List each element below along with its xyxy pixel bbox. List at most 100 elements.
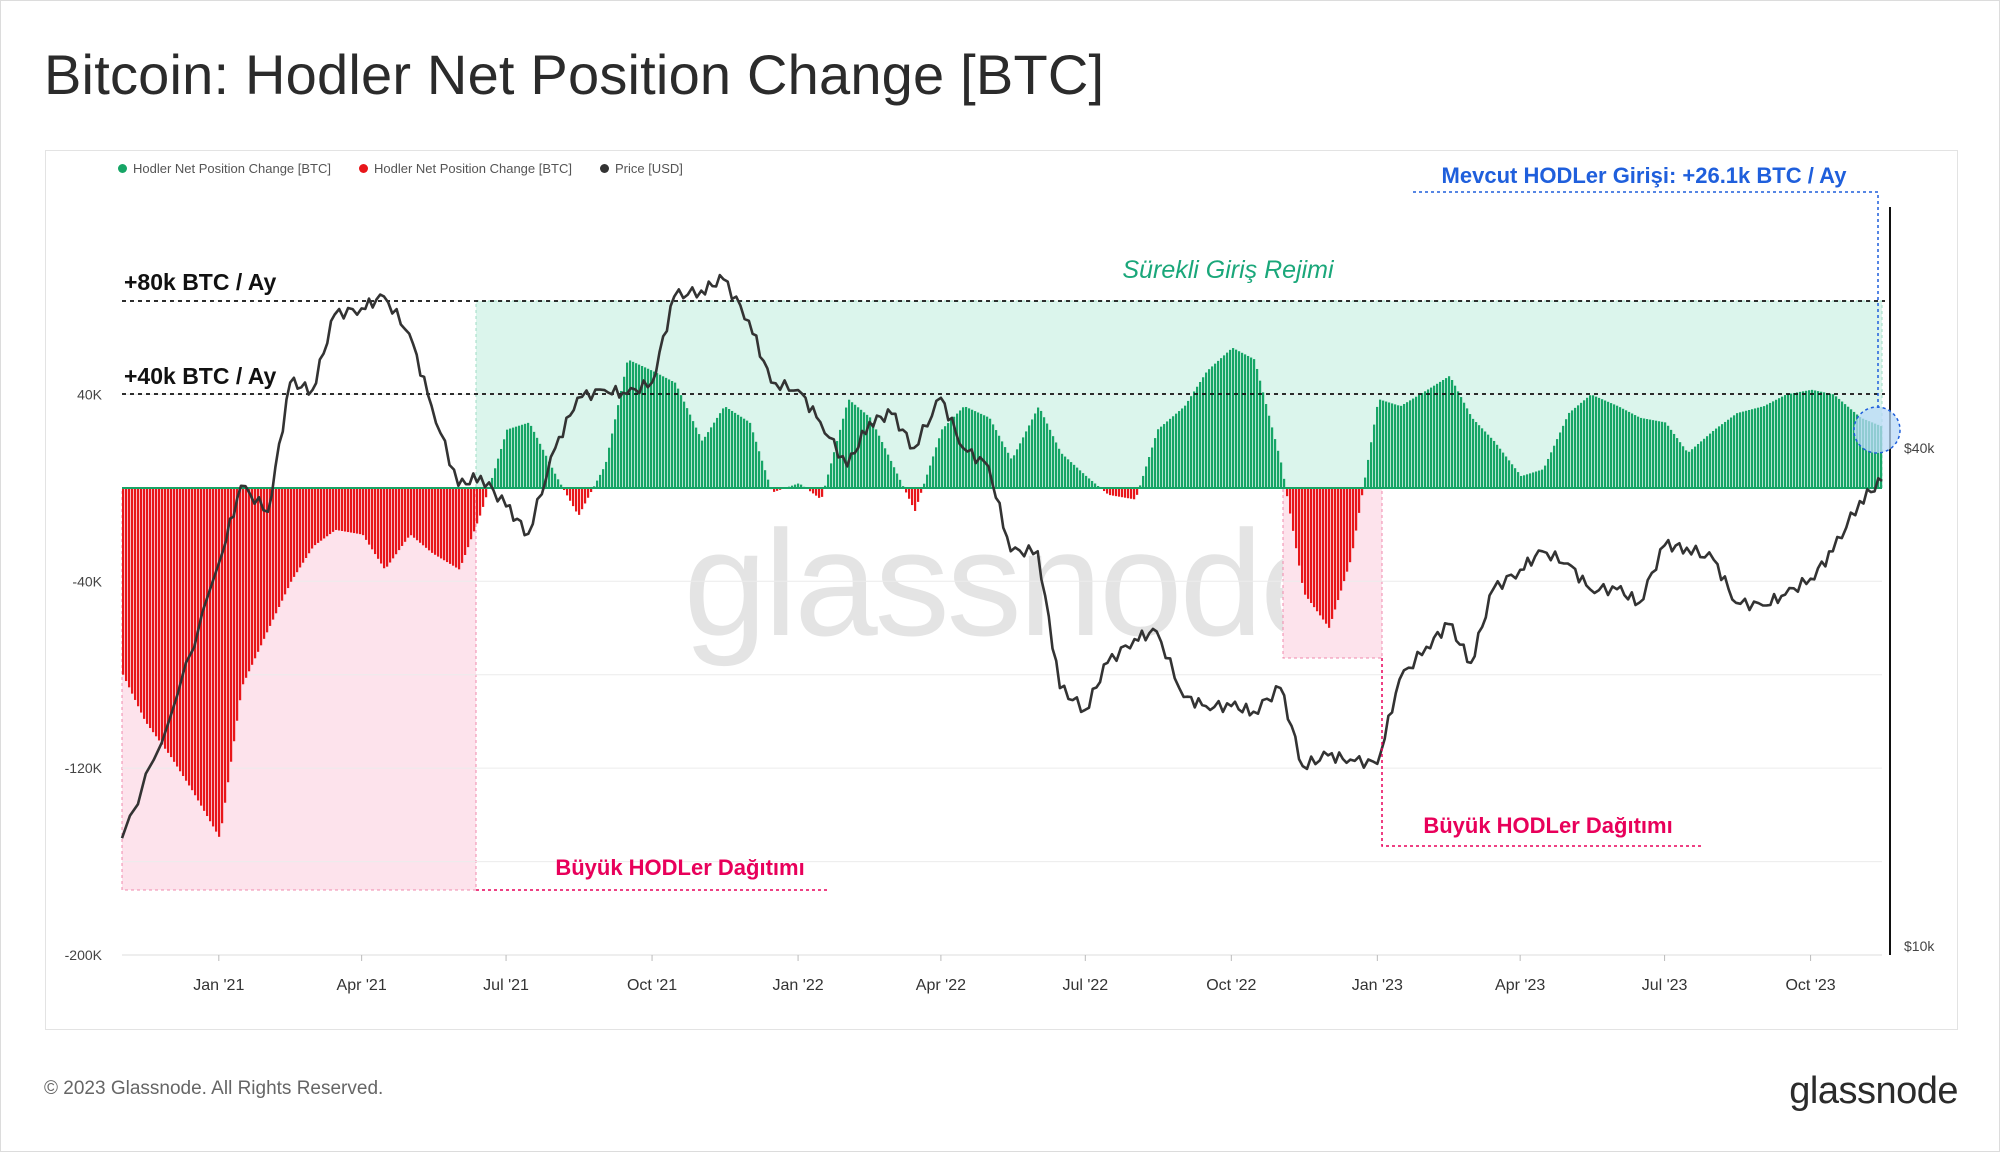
bar bbox=[1280, 462, 1283, 488]
bar bbox=[1373, 424, 1376, 488]
bar bbox=[1604, 400, 1607, 488]
bar bbox=[1298, 487, 1301, 566]
bar bbox=[506, 429, 509, 488]
bar bbox=[1424, 391, 1427, 488]
bar bbox=[1724, 421, 1727, 488]
bar bbox=[503, 439, 506, 488]
bar bbox=[1274, 439, 1277, 488]
bar bbox=[1367, 459, 1370, 488]
bar bbox=[1631, 413, 1634, 488]
bar bbox=[404, 487, 407, 542]
bar bbox=[1598, 397, 1601, 488]
bar bbox=[233, 487, 236, 742]
bar bbox=[140, 487, 143, 713]
bar bbox=[1073, 464, 1076, 488]
bar bbox=[1121, 487, 1124, 498]
bar bbox=[1595, 396, 1598, 488]
bar bbox=[1064, 456, 1067, 488]
bar bbox=[152, 487, 155, 733]
bar bbox=[1877, 424, 1880, 488]
bar bbox=[812, 487, 815, 494]
bar bbox=[344, 487, 347, 532]
bar bbox=[1619, 407, 1622, 488]
bar bbox=[1364, 477, 1367, 488]
bar bbox=[1646, 419, 1649, 488]
bar bbox=[1802, 391, 1805, 488]
bar bbox=[1208, 369, 1211, 488]
bar bbox=[989, 418, 992, 488]
bar bbox=[470, 487, 473, 540]
watermark: glassnode bbox=[684, 499, 1341, 667]
legend-item[interactable]: Price [USD] bbox=[599, 161, 683, 176]
bar bbox=[740, 416, 743, 488]
bar bbox=[1118, 487, 1121, 497]
bar bbox=[1526, 474, 1529, 488]
bar bbox=[1013, 455, 1016, 488]
bar bbox=[509, 428, 512, 488]
bar bbox=[872, 423, 875, 488]
bar bbox=[1148, 457, 1151, 488]
bar bbox=[755, 441, 758, 488]
bar bbox=[1850, 409, 1853, 488]
bar bbox=[1325, 487, 1328, 624]
left-tick-label: -200K bbox=[65, 947, 103, 963]
bar bbox=[1415, 396, 1418, 488]
bar bbox=[293, 487, 296, 577]
bar bbox=[422, 487, 425, 546]
bar bbox=[575, 487, 578, 512]
bar bbox=[1166, 421, 1169, 488]
bar bbox=[1661, 421, 1664, 488]
bar bbox=[1190, 396, 1193, 488]
bar bbox=[947, 423, 950, 488]
bar bbox=[170, 487, 173, 758]
bar bbox=[548, 461, 551, 488]
bar bbox=[545, 455, 548, 488]
bar bbox=[1640, 417, 1643, 488]
bar bbox=[752, 432, 755, 488]
bar bbox=[515, 426, 518, 488]
bar bbox=[410, 487, 413, 536]
bar bbox=[1874, 423, 1877, 488]
bar bbox=[689, 414, 692, 488]
bar bbox=[362, 487, 365, 536]
bar bbox=[245, 487, 248, 678]
bar bbox=[1637, 416, 1640, 488]
bar bbox=[881, 441, 884, 488]
bar bbox=[953, 416, 956, 488]
x-tick-label: Jul '22 bbox=[1062, 977, 1108, 994]
bar bbox=[398, 487, 401, 551]
bar bbox=[1229, 349, 1232, 488]
legend-label: Price [USD] bbox=[614, 161, 683, 176]
bar bbox=[1037, 407, 1040, 488]
bar bbox=[560, 484, 563, 488]
bar bbox=[1721, 424, 1724, 488]
bar bbox=[1400, 405, 1403, 488]
bar bbox=[467, 487, 470, 548]
bar bbox=[230, 487, 233, 762]
bar bbox=[1466, 408, 1469, 488]
bar bbox=[1340, 487, 1343, 591]
bar bbox=[185, 487, 188, 781]
right-tick-label: $40k bbox=[1904, 440, 1935, 456]
bar bbox=[1880, 426, 1883, 488]
legend-item[interactable]: Hodler Net Position Change [BTC] bbox=[358, 161, 572, 176]
bar bbox=[1205, 372, 1208, 488]
bar bbox=[923, 483, 926, 488]
bar bbox=[974, 411, 977, 488]
bar bbox=[1601, 399, 1604, 488]
bar bbox=[1520, 475, 1523, 488]
bar bbox=[1562, 425, 1565, 488]
bar bbox=[617, 405, 620, 488]
bar bbox=[1688, 451, 1691, 488]
bar bbox=[1457, 391, 1460, 488]
bar bbox=[920, 487, 923, 493]
bar bbox=[1826, 392, 1829, 488]
bar bbox=[284, 487, 287, 595]
bar bbox=[1202, 377, 1205, 488]
bar bbox=[1295, 487, 1298, 549]
bar bbox=[1499, 448, 1502, 488]
bar bbox=[1583, 400, 1586, 488]
bar bbox=[875, 429, 878, 488]
legend-item[interactable]: Hodler Net Position Change [BTC] bbox=[118, 161, 331, 176]
bar bbox=[572, 487, 575, 507]
